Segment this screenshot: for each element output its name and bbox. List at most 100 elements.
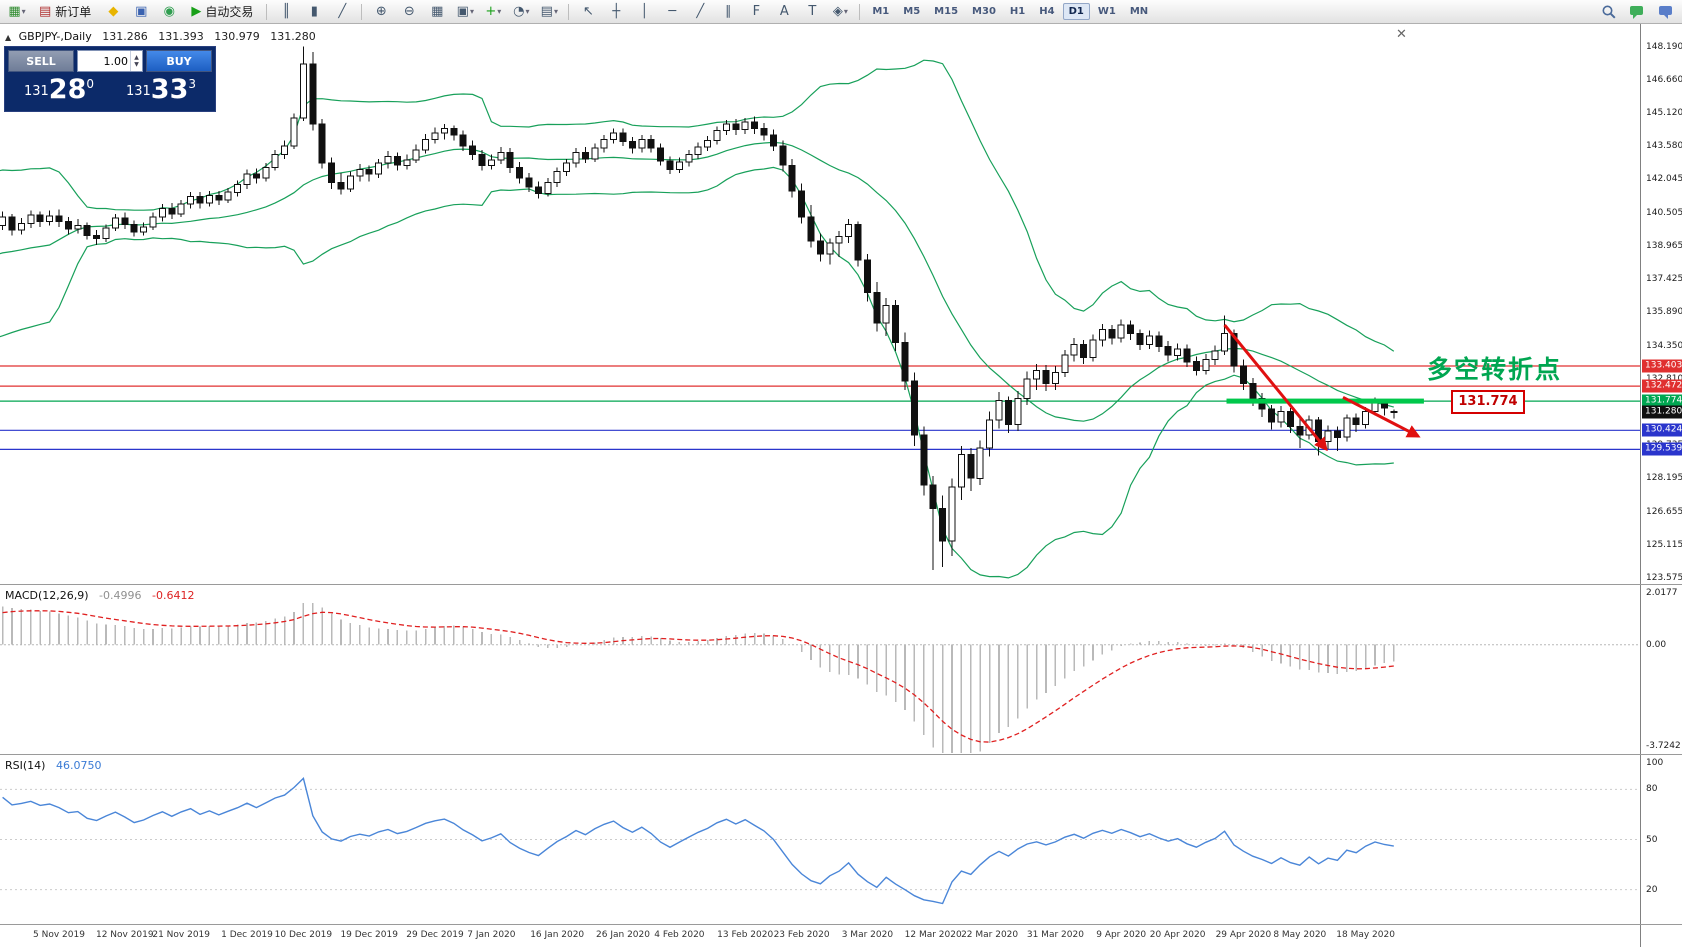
caret-down-icon: ▾ [497, 7, 502, 16]
caret-down-icon: ▾ [21, 7, 26, 16]
trend-arrow-1[interactable] [1223, 324, 1328, 452]
tile-windows-button[interactable]: ▦ [424, 1, 450, 23]
macd-header: MACD(12,26,9) -0.4996 -0.6412 [5, 589, 194, 602]
trendline-button[interactable]: ╱ [687, 1, 713, 23]
buy-price-sup: 3 [188, 77, 197, 91]
indicators-icon: + [485, 4, 497, 19]
line-chart-icon: ╱ [338, 4, 347, 19]
timeframe-m5[interactable]: M5 [903, 6, 921, 17]
timeframe-w1[interactable]: W1 [1097, 6, 1116, 17]
vertical-line-icon: │ [640, 4, 649, 19]
spinner-down-icon[interactable]: ▼ [134, 61, 139, 68]
rsi-header: RSI(14) 46.0750 [5, 759, 101, 772]
symbol-title: GBPJPY-,Daily [18, 30, 92, 43]
text-button[interactable]: A [771, 1, 797, 23]
info-button[interactable]: ◉ [156, 1, 182, 23]
arrow-objects-button[interactable]: ◈ ▾ [827, 1, 853, 23]
new-chart-icon: ▦ [8, 4, 21, 19]
macd-panel-separator[interactable] [0, 584, 1682, 585]
rsi-value: 46.0750 [55, 759, 102, 772]
timeframe-mn[interactable]: MN [1129, 6, 1149, 17]
rsi-axis-label: 20 [1646, 884, 1658, 895]
support-zone[interactable] [1226, 398, 1424, 404]
text-label-button[interactable]: T [799, 1, 825, 23]
line-chart-button[interactable]: ╱ [329, 1, 355, 23]
spinner-up-icon[interactable]: ▲ [134, 54, 139, 61]
chat-icon-2 [1659, 5, 1672, 19]
caret-down-icon: ▾ [525, 7, 530, 16]
date-label: 9 Apr 2020 [1096, 930, 1147, 940]
messages-button[interactable] [1652, 1, 1678, 23]
date-label: 21 Nov 2019 [152, 930, 211, 940]
timeframe-h4[interactable]: H4 [1039, 6, 1055, 17]
cursor-button[interactable]: ↖ [575, 1, 601, 23]
autotrading-icon: ▶ [191, 4, 202, 19]
candlestick-chart-icon: ▮ [310, 4, 318, 19]
price-line-badge: 131.774 [1642, 394, 1682, 408]
horizontal-line-icon: ─ [668, 4, 677, 19]
autotrading-button[interactable]: ▶ 自动交易 [184, 1, 260, 23]
buy-price[interactable]: 131 33 3 [110, 74, 212, 108]
macd-signal-line [2, 610, 1394, 743]
macd-histogram [1, 602, 1395, 753]
zoom-in-button[interactable]: ⊕ [368, 1, 394, 23]
buy-button[interactable]: BUY [146, 50, 212, 72]
toolbar: ▦ ▾ ▤ 新订单 ◆ ▣ ◉ ▶ 自动交易 ║ ▮ ╱ ⊕ ⊖ ▦ ▣ ▾ + ▾ ◔ ▾ ▤ ▾ ↖ ┼ │ ─ ╱ ∥ F A T ◈ ▾ M… [0, 0, 1682, 24]
market-watch-button[interactable]: ▣ [128, 1, 154, 23]
horizontal-line-button[interactable]: ─ [659, 1, 685, 23]
price-line-badge: 133.403 [1642, 359, 1682, 373]
metaeditor-icon: ◆ [108, 4, 119, 19]
rsi-panel-separator[interactable] [0, 754, 1682, 755]
bollinger-middle-band [0, 141, 1394, 422]
periods-button[interactable]: ◔ ▾ [508, 1, 534, 23]
info-icon: ◉ [163, 4, 175, 19]
price-axis-label: 148.190 [1646, 41, 1682, 52]
templates-button[interactable]: ▤ ▾ [536, 1, 562, 23]
new-chart-button[interactable]: ▦ ▾ [4, 1, 30, 23]
search-button[interactable] [1596, 1, 1622, 23]
price-line-badge: 132.472 [1642, 379, 1682, 393]
timeframe-d1[interactable]: D1 [1062, 3, 1090, 20]
date-label: 26 Jan 2020 [596, 930, 650, 940]
trend-arrow-2[interactable] [1342, 395, 1421, 438]
bar-chart-button[interactable]: ║ [273, 1, 299, 23]
zoom-out-button[interactable]: ⊖ [396, 1, 422, 23]
new-order-button[interactable]: ▤ 新订单 [32, 1, 98, 23]
date-label: 12 Nov 2019 [95, 930, 154, 940]
annotation-text[interactable]: 多空转折点 [1427, 355, 1563, 384]
fibonacci-icon: F [752, 4, 761, 19]
indicators-button[interactable]: + ▾ [480, 1, 506, 23]
zoom-in-icon: ⊕ [375, 4, 387, 19]
vertical-line-button[interactable]: │ [631, 1, 657, 23]
caret-down-icon: ▾ [553, 7, 558, 16]
date-label: 19 Dec 2019 [340, 930, 398, 940]
arrow-objects-icon: ◈ [832, 4, 843, 19]
text-label-icon: T [808, 4, 817, 19]
chart-close-button[interactable]: ✕ [1396, 27, 1407, 42]
price-line-badge: 129.539 [1642, 442, 1682, 456]
macd-value: -0.4996 [99, 589, 142, 602]
macd-name: MACD(12,26,9) [5, 589, 89, 602]
collapse-panel-icon[interactable]: ▲ [5, 33, 12, 42]
timeframe-m30[interactable]: M30 [972, 6, 996, 17]
candlestick-chart-button[interactable]: ▮ [301, 1, 327, 23]
timeframe-m1[interactable]: M1 [872, 6, 890, 17]
rsi-line [2, 777, 1394, 905]
cascade-windows-button[interactable]: ▣ ▾ [452, 1, 478, 23]
sell-price[interactable]: 131 28 0 [8, 74, 110, 108]
metaeditor-button[interactable]: ◆ [100, 1, 126, 23]
timeframe-m15[interactable]: M15 [934, 6, 959, 17]
price-level-flag[interactable]: 131.774 [1451, 390, 1525, 414]
timeframe-h1[interactable]: H1 [1009, 6, 1026, 17]
macd-axis-min: -3.7242 [1646, 741, 1681, 751]
community-button[interactable] [1624, 1, 1650, 23]
crosshair-button[interactable]: ┼ [603, 1, 629, 23]
equidistant-channel-button[interactable]: ∥ [715, 1, 741, 23]
volume-input[interactable] [78, 51, 130, 71]
price-axis-label: 142.045 [1646, 174, 1682, 185]
fibonacci-button[interactable]: F [743, 1, 769, 23]
sell-button[interactable]: SELL [8, 50, 74, 72]
toolbar-separator [266, 3, 268, 20]
periods-icon: ◔ [513, 4, 525, 19]
